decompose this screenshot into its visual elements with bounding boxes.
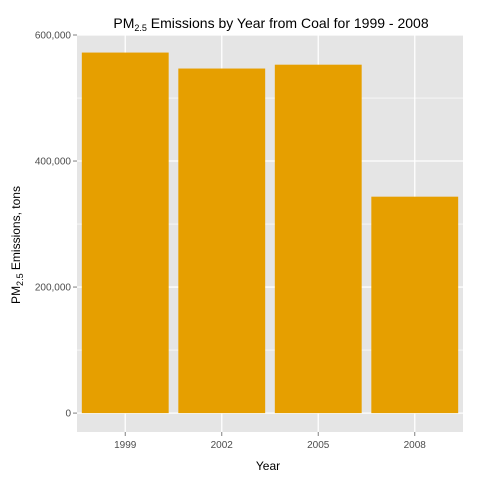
y-axis-title: PM2.5 Emissions, tons: [9, 186, 25, 304]
bars: [81, 52, 459, 414]
chart-title-subscript: 2.5: [134, 23, 147, 33]
y-axis-title-pre: PM: [9, 286, 23, 304]
x-tick-label: 1999: [114, 440, 137, 451]
x-tick-label: 2005: [307, 440, 330, 451]
chart-title-post: Emissions by Year from Coal for 1999 - 2…: [147, 15, 429, 31]
bar-1999: [81, 52, 169, 414]
x-tick-label: 2002: [211, 440, 234, 451]
chart-title: PM2.5 Emissions by Year from Coal for 19…: [113, 15, 428, 33]
y-tick-label: 400,000: [35, 157, 72, 168]
bar-2008: [371, 196, 459, 414]
y-tick-label: 0: [65, 409, 71, 420]
bar-2005: [274, 64, 362, 414]
y-axis-title-post: Emissions, tons: [9, 186, 23, 273]
x-axis-ticks: 1999 2002 2005 2008: [114, 432, 426, 451]
y-tick-label: 600,000: [35, 31, 72, 42]
x-tick-label: 2008: [404, 440, 427, 451]
chart-title-pre: PM: [113, 15, 134, 31]
y-axis-title-subscript: 2.5: [15, 273, 25, 286]
y-tick-label: 200,000: [35, 283, 72, 294]
y-axis-ticks: 0 200,000 400,000 600,000: [35, 31, 77, 420]
bar-2002: [178, 68, 266, 414]
x-axis-title: Year: [256, 459, 280, 473]
